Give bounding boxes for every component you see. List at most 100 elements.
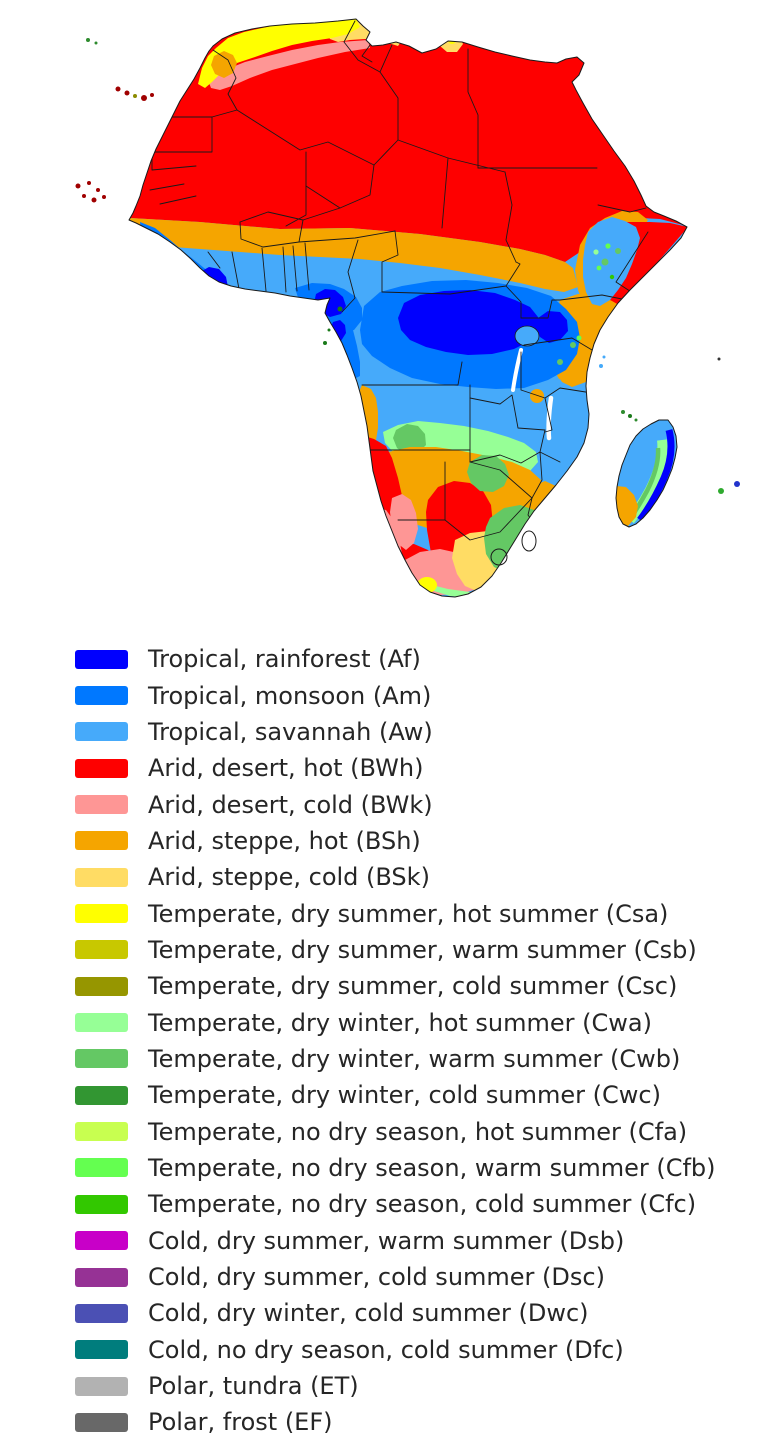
pemba-island	[602, 355, 606, 359]
legend-item-Csc: Temperate, dry summer, cold summer (Csc)	[75, 968, 716, 1004]
country-border	[597, 204, 647, 213]
comoros-island	[621, 410, 625, 414]
lake-tanganyika	[511, 348, 523, 392]
legend-swatch-Cwb	[75, 1049, 128, 1069]
zone-cfb-sa-coast	[513, 553, 548, 587]
country-border	[341, 239, 359, 313]
cape-verde-island	[96, 188, 100, 192]
country-border	[236, 109, 375, 166]
country-border	[211, 49, 238, 118]
legend-swatch-Cwc	[75, 1085, 128, 1105]
legend-label-Dsb: Cold, dry summer, warm summer (Dsb)	[148, 1226, 625, 1255]
coastline	[128, 18, 688, 598]
comoros-island	[628, 414, 632, 418]
border-lesotho	[490, 548, 508, 566]
legend-item-Dsb: Cold, dry summer, warm summer (Dsb)	[75, 1223, 716, 1259]
zone-bsh-sahel	[129, 217, 578, 292]
legend-item-BWh: Arid, desert, hot (BWh)	[75, 750, 716, 786]
zone-bsh-tanzania-3	[530, 389, 544, 403]
legend: Tropical, rainforest (Af) Tropical, monso…	[75, 641, 716, 1441]
zone-cwa-ethiopia-dot	[593, 249, 599, 255]
legend-item-EF: Polar, frost (EF)	[75, 1404, 716, 1440]
legend-swatch-Am	[75, 686, 128, 706]
country-border	[304, 242, 310, 291]
legend-swatch-Dfc	[75, 1340, 128, 1360]
country-border	[441, 157, 449, 229]
legend-label-Csa: Temperate, dry summer, hot summer (Csa)	[148, 899, 669, 928]
country-border	[444, 497, 533, 541]
legend-item-Csb: Temperate, dry summer, warm summer (Csb)	[75, 932, 716, 968]
legend-item-BSh: Arid, steppe, hot (BSh)	[75, 823, 716, 859]
country-border	[467, 48, 479, 169]
legend-label-Cfb: Temperate, no dry season, warm summer (C…	[148, 1153, 716, 1182]
zone-cwb-tanzania-dot	[557, 359, 563, 365]
legend-label-Aw: Tropical, savannah (Aw)	[148, 717, 433, 746]
country-border	[285, 185, 307, 227]
border-swaziland	[521, 530, 537, 552]
lake-victoria	[514, 325, 540, 347]
country-border	[381, 285, 507, 295]
legend-swatch-Cwa	[75, 1013, 128, 1033]
zone-cfc-ethiopia-dot	[609, 274, 615, 280]
legend-item-BWk: Arid, desert, cold (BWk)	[75, 786, 716, 822]
zone-cfb-ethiopia-dot	[605, 243, 611, 249]
legend-item-Cwb: Temperate, dry winter, warm summer (Cwb)	[75, 1041, 716, 1077]
country-border	[531, 451, 543, 499]
canary-islands-island	[115, 86, 121, 92]
legend-swatch-Af	[75, 649, 128, 669]
legend-label-Dsc: Cold, dry summer, cold summer (Dsc)	[148, 1263, 605, 1292]
zone-cwb-ethiopia-dot	[601, 258, 609, 266]
zone-cwb-kenya-dot	[570, 342, 576, 348]
legend-label-Cwb: Temperate, dry winter, warm summer (Cwb)	[148, 1044, 681, 1073]
country-border	[505, 285, 522, 319]
mauritius-island	[734, 481, 740, 487]
zone-cfb-ethiopia-dot	[596, 265, 602, 271]
legend-label-Cwa: Temperate, dry winter, hot summer (Cwa)	[148, 1008, 652, 1037]
comoros-island	[634, 418, 638, 422]
zone-bwk-atlas	[208, 40, 370, 90]
country-border	[469, 449, 533, 499]
legend-swatch-Cfc	[75, 1194, 128, 1214]
zone-aw-ethiopian-highlands	[583, 217, 640, 306]
country-border	[343, 20, 381, 73]
cape-verde-island	[87, 181, 91, 185]
country-border	[520, 299, 561, 319]
zone-af-congo	[398, 290, 538, 355]
coast-madagascar	[615, 419, 678, 528]
cape-verde-island	[91, 197, 97, 203]
legend-label-Dwc: Cold, dry winter, cold summer (Dwc)	[148, 1299, 589, 1328]
madeira-island	[86, 38, 90, 42]
legend-item-Cfb: Temperate, no dry season, warm summer (C…	[75, 1150, 716, 1186]
zone-cwb-ethiopia-dot	[615, 248, 621, 254]
legend-item-Dsc: Cold, dry summer, cold summer (Dsc)	[75, 1259, 716, 1295]
legend-item-Aw: Tropical, savannah (Aw)	[75, 714, 716, 750]
legend-label-BSh: Arid, steppe, hot (BSh)	[148, 826, 421, 855]
sao-tome-island	[323, 341, 327, 345]
legend-swatch-Cfa	[75, 1122, 128, 1142]
coast-africa	[128, 18, 688, 598]
legend-swatch-Dsb	[75, 1231, 128, 1251]
legend-item-Cwa: Temperate, dry winter, hot summer (Cwa)	[75, 1004, 716, 1040]
legend-item-Cfc: Temperate, no dry season, cold summer (C…	[75, 1186, 716, 1222]
country-border	[302, 207, 341, 221]
cape-verde-island	[75, 183, 81, 189]
canary-islands-island	[133, 94, 137, 98]
legend-item-ET: Polar, tundra (ET)	[75, 1368, 716, 1404]
seychelles-island	[717, 357, 721, 361]
legend-swatch-Cfb	[75, 1158, 128, 1178]
legend-label-Cwc: Temperate, dry winter, cold summer (Cwc)	[148, 1081, 661, 1110]
legend-label-Cfa: Temperate, no dry season, hot summer (Cf…	[148, 1117, 688, 1146]
canary-islands-island	[141, 95, 147, 101]
legend-swatch-ET	[75, 1376, 128, 1396]
legend-label-Csc: Temperate, dry summer, cold summer (Csc)	[148, 972, 678, 1001]
islands	[75, 38, 740, 494]
legend-item-Csa: Temperate, dry summer, hot summer (Csa)	[75, 895, 716, 931]
legend-item-Dfc: Cold, no dry season, cold summer (Dfc)	[75, 1332, 716, 1368]
legend-item-BSk: Arid, steppe, cold (BSk)	[75, 859, 716, 895]
legend-label-BWk: Arid, desert, cold (BWk)	[148, 790, 433, 819]
country-border	[381, 230, 399, 293]
legend-label-BWh: Arid, desert, hot (BWh)	[148, 754, 424, 783]
country-border	[149, 183, 185, 191]
climate-zones	[129, 19, 687, 597]
